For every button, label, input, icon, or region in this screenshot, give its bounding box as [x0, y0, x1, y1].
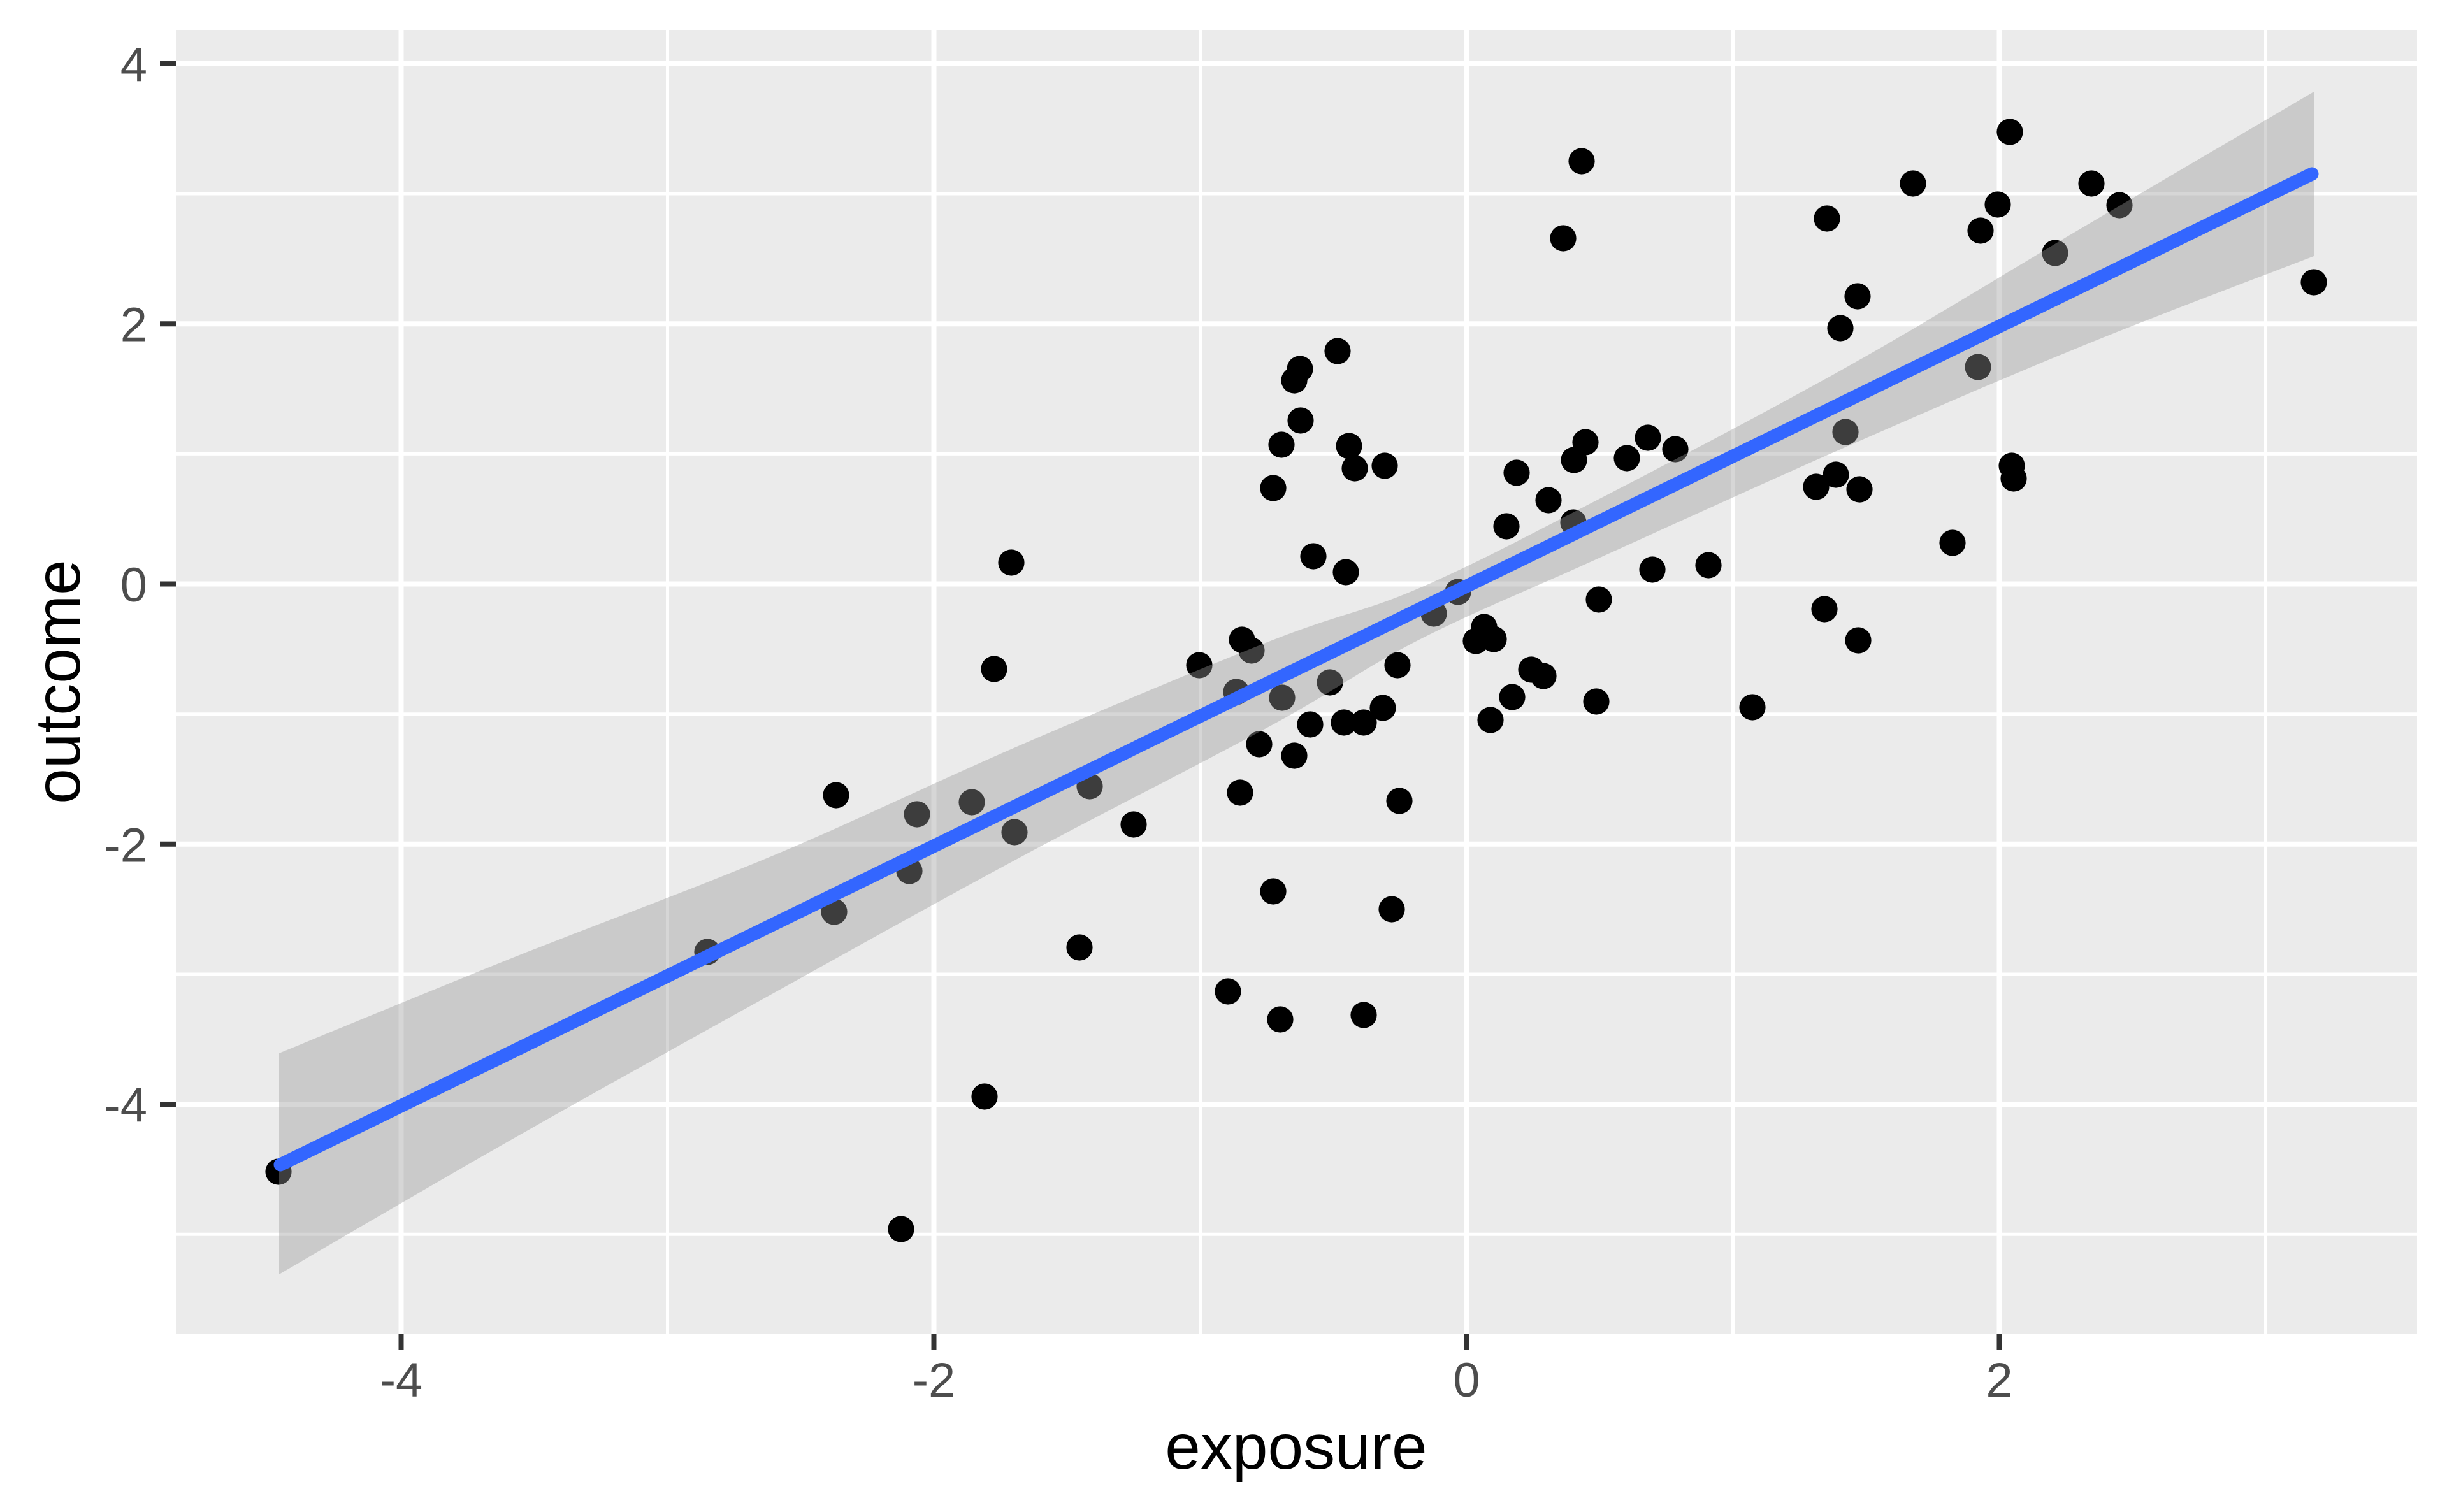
- svg-text:0: 0: [120, 558, 147, 612]
- svg-text:-2: -2: [104, 818, 147, 872]
- svg-text:outcome: outcome: [22, 559, 94, 804]
- svg-text:-2: -2: [913, 1353, 956, 1408]
- svg-text:2: 2: [1986, 1353, 2012, 1408]
- svg-text:exposure: exposure: [1165, 1411, 1427, 1483]
- svg-text:4: 4: [120, 38, 147, 92]
- svg-text:-4: -4: [380, 1353, 423, 1408]
- svg-text:0: 0: [1453, 1353, 1480, 1408]
- svg-text:2: 2: [120, 298, 147, 352]
- svg-text:-4: -4: [104, 1079, 147, 1133]
